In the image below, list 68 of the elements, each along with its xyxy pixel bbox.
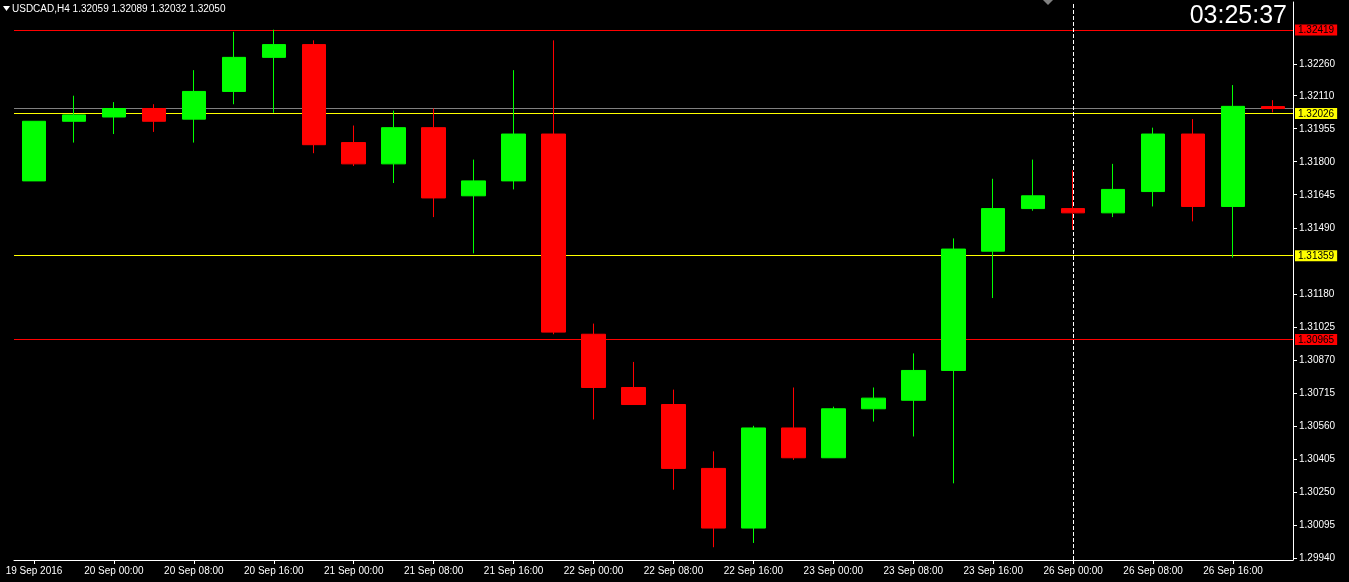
candlestick [381, 110, 406, 184]
candlestick [1261, 99, 1285, 113]
candlestick [781, 386, 806, 461]
candlestick [262, 29, 286, 114]
x-tick-label: 20 Sep 16:00 [244, 564, 304, 576]
y-tick-label: 1.30560 [1299, 420, 1336, 432]
candlestick [901, 352, 926, 437]
x-tick-label: 22 Sep 08:00 [643, 564, 704, 576]
candlestick [501, 69, 526, 190]
ref-line-label: 1.31359 [1298, 250, 1335, 262]
candlestick [341, 125, 366, 167]
candlestick [541, 39, 566, 335]
x-tick-label: 20 Sep 08:00 [164, 564, 225, 576]
x-tick-label: 26 Sep 16:00 [1203, 564, 1264, 576]
x-tick-label: 26 Sep 08:00 [1123, 564, 1184, 576]
candlestick [1021, 159, 1045, 212]
y-tick-label: 1.30715 [1299, 387, 1336, 399]
candlestick [1181, 118, 1205, 222]
candlestick [621, 361, 646, 406]
x-tick-label: 22 Sep 00:00 [563, 564, 624, 576]
candlestick [1221, 84, 1245, 259]
annotation: 03:25:37 [1189, 0, 1288, 28]
y-tick-label: 1.30250 [1299, 486, 1336, 498]
x-tick-label: 23 Sep 16:00 [963, 564, 1024, 576]
y-tick-label: 1.30405 [1299, 453, 1336, 465]
y-tick-label: 1.30095 [1299, 519, 1336, 531]
candlestick [701, 450, 726, 548]
candlestick [1061, 169, 1085, 231]
candlestick [941, 237, 966, 484]
x-tick-label: 23 Sep 00:00 [803, 564, 864, 576]
candlestick [22, 120, 46, 182]
ref-line-label: 1.30965 [1298, 334, 1335, 346]
candlestick [821, 406, 846, 459]
y-tick-label: 1.31645 [1299, 189, 1336, 201]
y-tick-label: 1.30870 [1299, 354, 1336, 366]
x-tick-label: 20 Sep 00:00 [84, 564, 145, 576]
x-tick-label: 21 Sep 16:00 [483, 564, 544, 576]
candlestick [421, 107, 446, 218]
candlestick [661, 389, 686, 491]
x-tick-label: 21 Sep 00:00 [323, 564, 384, 576]
x-tick-label: 26 Sep 00:00 [1043, 564, 1104, 576]
candlestick [741, 425, 766, 544]
y-tick-label: 1.31490 [1299, 222, 1336, 234]
candlestick [102, 101, 126, 135]
candlestick [861, 386, 886, 423]
candlestick [461, 159, 486, 254]
x-tick-label: 23 Sep 08:00 [883, 564, 944, 576]
candlestick [222, 31, 246, 105]
y-tick-label: 1.29940 [1299, 552, 1336, 564]
candlestick [1101, 163, 1125, 218]
y-tick-label: 1.32260 [1299, 58, 1336, 70]
candlestick [1141, 127, 1165, 207]
candlestick [302, 39, 326, 154]
y-tick-label: 1.31800 [1299, 156, 1336, 168]
chart-title: USDCAD,H4 1.32059 1.32089 1.32032 1.32050 [12, 2, 226, 14]
ref-line-label: 1.32419 [1298, 24, 1335, 36]
candlestick [981, 178, 1005, 299]
candlestick [182, 69, 206, 144]
y-tick-label: 1.31025 [1299, 321, 1336, 333]
x-tick-label: 22 Sep 16:00 [723, 564, 784, 576]
y-tick-label: 1.32110 [1299, 90, 1335, 102]
candlestick [62, 95, 86, 144]
x-tick-label: 21 Sep 08:00 [403, 564, 464, 576]
y-tick-label: 1.31955 [1299, 123, 1336, 135]
ref-line-label: 1.32026 [1298, 108, 1335, 120]
candlestick [142, 103, 166, 133]
x-tick-label: 19 Sep 2016 [5, 564, 63, 576]
y-tick-label: 1.31180 [1299, 288, 1335, 300]
